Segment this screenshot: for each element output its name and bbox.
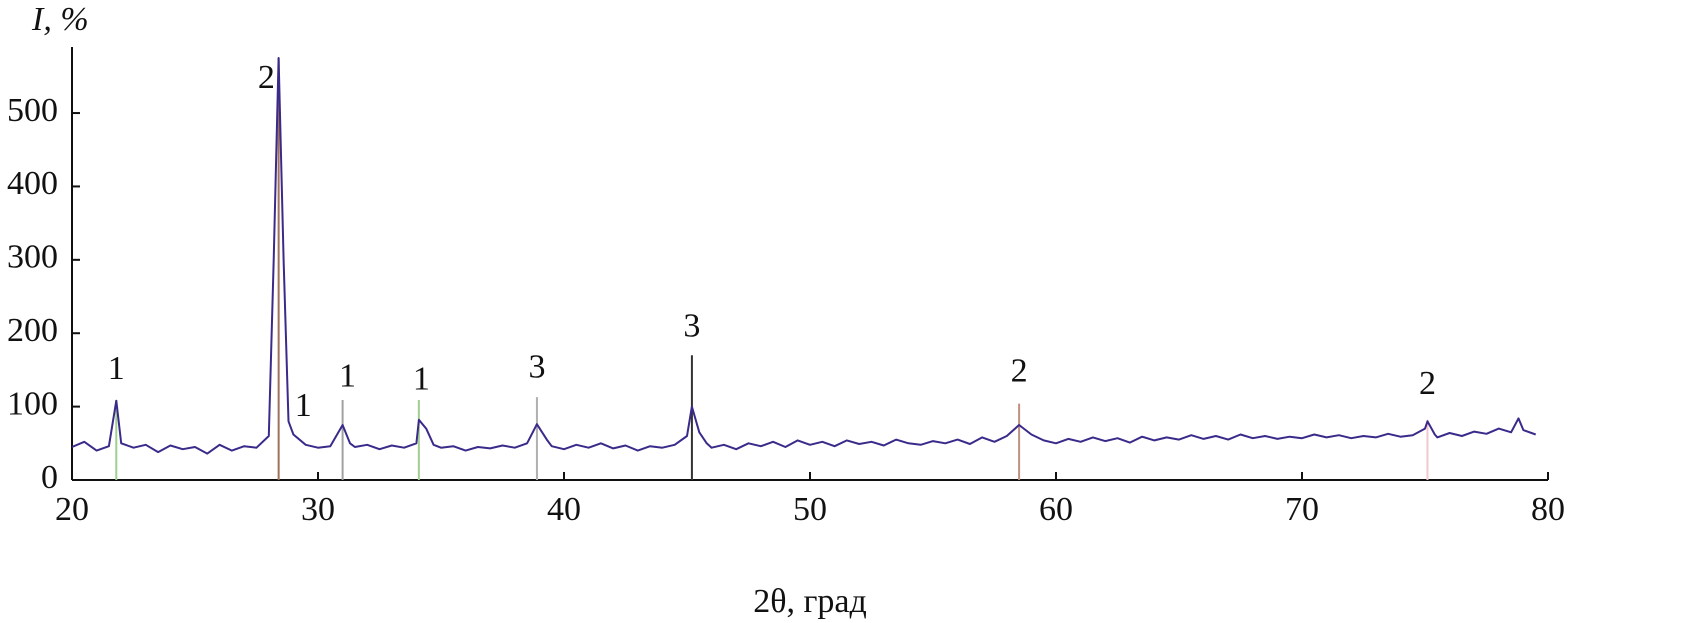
peak-label: 1 bbox=[413, 360, 430, 397]
diffractogram-line bbox=[71, 57, 1537, 455]
y-tick-label: 100 bbox=[7, 385, 58, 422]
x-tick-label: 20 bbox=[55, 491, 89, 528]
x-tick-label: 70 bbox=[1285, 491, 1319, 528]
peak-label: 2 bbox=[1011, 352, 1028, 389]
y-tick-label: 300 bbox=[7, 239, 58, 276]
y-tick-label: 0 bbox=[41, 459, 58, 496]
x-tick-label: 30 bbox=[301, 491, 335, 528]
peak-label: 3 bbox=[683, 308, 700, 345]
x-tick-label: 80 bbox=[1531, 491, 1565, 528]
x-axis-label: 2θ, град bbox=[753, 583, 867, 620]
x-tick-label: 60 bbox=[1039, 491, 1073, 528]
y-axis-label: I, % bbox=[31, 1, 89, 38]
peak-label: 3 bbox=[528, 349, 545, 386]
peak-label: 1 bbox=[339, 358, 356, 395]
x-tick-label: 40 bbox=[547, 491, 581, 528]
y-tick-label: 200 bbox=[7, 312, 58, 349]
x-tick-label: 50 bbox=[793, 491, 827, 528]
y-tick-label: 500 bbox=[7, 92, 58, 129]
peak-label: 2 bbox=[258, 59, 275, 96]
y-tick-label: 400 bbox=[7, 165, 58, 202]
peak-label: 2 bbox=[1419, 365, 1436, 402]
peak-label: 1 bbox=[295, 387, 312, 424]
peak-label: 1 bbox=[108, 350, 125, 387]
